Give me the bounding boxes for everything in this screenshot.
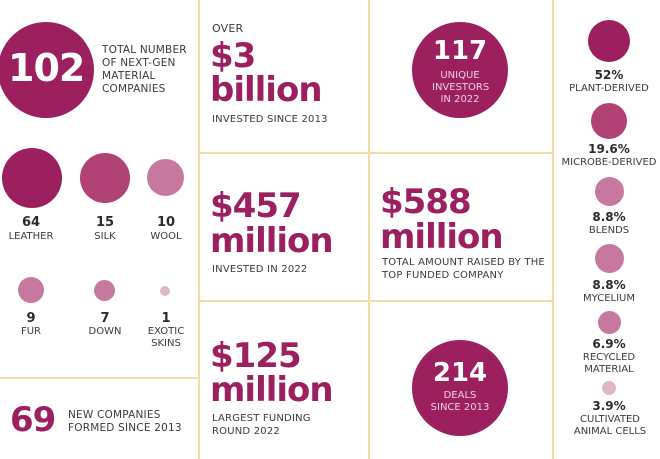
deals-circle xyxy=(412,340,508,436)
investment-total-prefix: OVER xyxy=(212,22,244,35)
down-label: DOWN xyxy=(88,326,122,337)
microbe-derived-pct: 19.6% xyxy=(588,142,630,156)
down-count: 7 xyxy=(100,311,110,326)
recycled-material-circle xyxy=(598,311,621,334)
cultivated-animal-cells-label: CULTIVATED ANIMAL CELLS xyxy=(573,414,647,437)
fur-label: FUR xyxy=(20,326,42,337)
divider-vertical-3 xyxy=(552,0,554,459)
silk-label: SILK xyxy=(94,231,116,242)
recycled-material-pct: 6.9% xyxy=(592,337,626,351)
deals-label: DEALS SINCE 2013 xyxy=(430,390,490,413)
companies-circle xyxy=(0,22,94,118)
investment-total-label: INVESTED SINCE 2013 xyxy=(212,114,328,125)
companies-label: TOTAL NUMBER OF NEXT-GEN MATERIAL COMPAN… xyxy=(102,44,187,95)
investors-count: 117 xyxy=(432,36,488,66)
wool-circle xyxy=(147,159,184,196)
leather-count: 64 xyxy=(21,215,41,230)
investment-2022-label: INVESTED IN 2022 xyxy=(212,264,308,275)
plant-derived-label: PLANT-DERIVED xyxy=(569,83,649,94)
mycelium-pct: 8.8% xyxy=(592,278,626,292)
fur-count: 9 xyxy=(26,311,36,326)
divider-horizontal-1 xyxy=(198,152,552,154)
exotic-skins-label: EXOTIC SKINS xyxy=(147,326,185,349)
silk-count: 15 xyxy=(95,215,115,230)
investors-label: UNIQUE INVESTORS IN 2022 xyxy=(432,70,490,105)
down-circle xyxy=(94,280,115,301)
new-companies-label: NEW COMPANIES FORMED SINCE 2013 xyxy=(68,409,182,434)
investors-circle xyxy=(412,22,508,118)
blends-circle xyxy=(595,177,624,206)
mycelium-label: MYCELIUM xyxy=(583,293,635,304)
cultivated-animal-cells-circle xyxy=(602,381,616,395)
divider-vertical-1 xyxy=(198,0,200,459)
recycled-material-label: RECYCLED MATERIAL xyxy=(582,352,636,375)
silk-circle xyxy=(80,153,130,203)
top-company-amount: $588 xyxy=(380,182,472,222)
companies-count: 102 xyxy=(8,46,85,90)
leather-label: LEATHER xyxy=(8,231,54,242)
microbe-derived-circle xyxy=(591,103,627,139)
mycelium-circle xyxy=(595,244,624,273)
blends-pct: 8.8% xyxy=(592,210,626,224)
divider-vertical-2 xyxy=(368,0,370,459)
divider-horizontal-3 xyxy=(0,377,198,379)
plant-derived-circle xyxy=(588,20,630,62)
fur-circle xyxy=(18,277,44,303)
investment-total-unit: billion xyxy=(210,70,323,110)
new-companies-count: 69 xyxy=(10,400,56,440)
exotic-skins-count: 1 xyxy=(161,311,171,326)
largest-round-label: LARGEST FUNDING ROUND 2022 xyxy=(212,413,311,437)
microbe-derived-label: MICROBE-DERIVED xyxy=(561,157,657,168)
top-company-label: TOTAL AMOUNT RAISED BY THE TOP FUNDED CO… xyxy=(382,257,545,281)
wool-count: 10 xyxy=(156,215,176,230)
cultivated-animal-cells-pct: 3.9% xyxy=(592,399,626,413)
largest-round-amount: $125 xyxy=(210,336,302,376)
investment-total-amount: $3 xyxy=(210,36,256,76)
largest-round-unit: million xyxy=(210,370,334,410)
deals-count: 214 xyxy=(432,358,488,388)
blends-label: BLENDS xyxy=(588,225,630,236)
investment-2022-unit: million xyxy=(210,221,334,261)
divider-horizontal-2 xyxy=(198,300,552,302)
top-company-unit: million xyxy=(380,217,504,257)
wool-label: WOOL xyxy=(150,231,182,242)
plant-derived-pct: 52% xyxy=(594,68,624,82)
leather-circle xyxy=(2,148,62,208)
exotic-skins-circle xyxy=(160,286,170,296)
investment-2022-amount: $457 xyxy=(210,186,302,226)
